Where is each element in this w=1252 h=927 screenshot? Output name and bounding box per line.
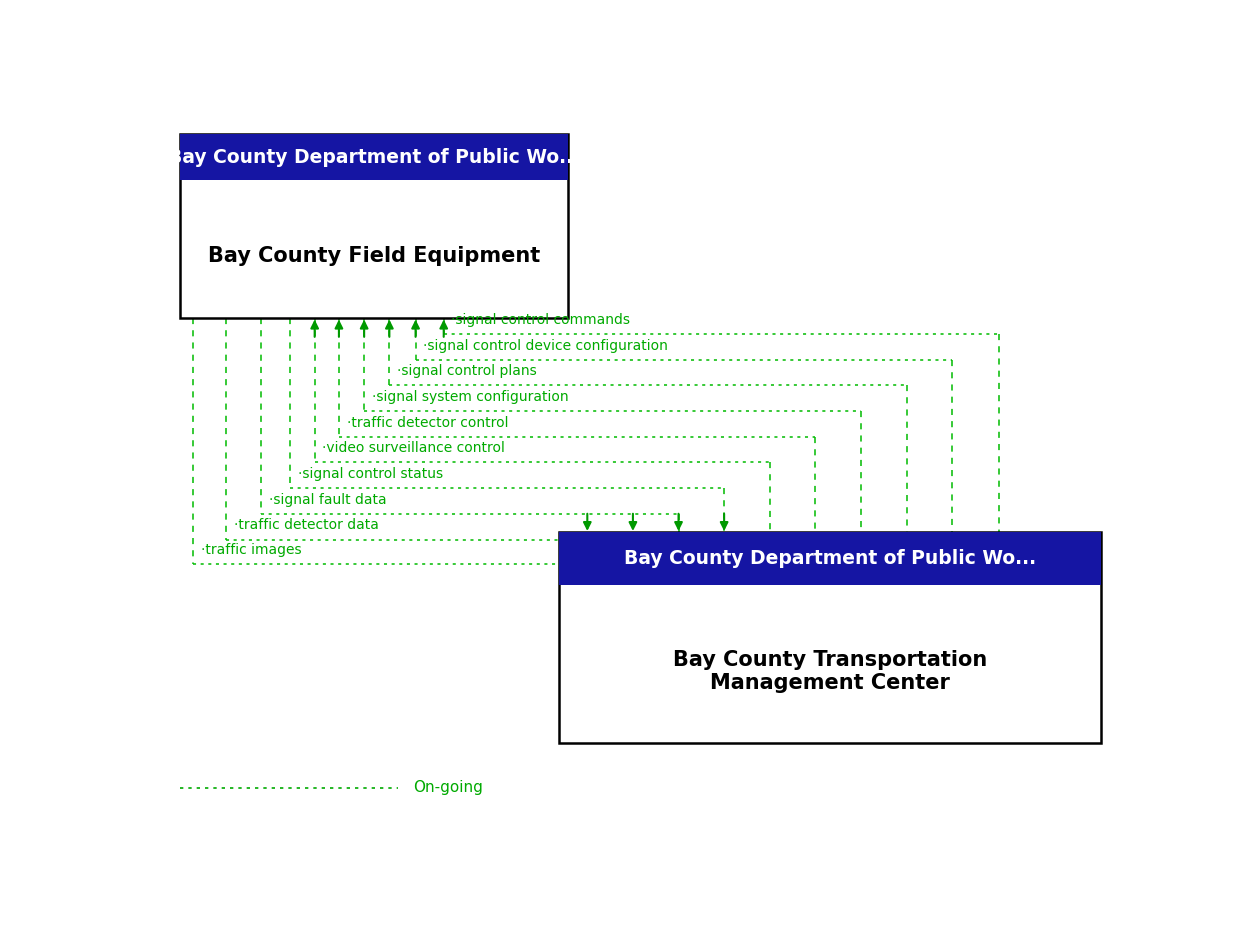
- Text: ·signal control commands: ·signal control commands: [452, 312, 631, 327]
- Text: Bay County Field Equipment: Bay County Field Equipment: [208, 246, 540, 266]
- Bar: [180, 134, 568, 318]
- Text: ·traffic detector control: ·traffic detector control: [347, 415, 508, 429]
- Text: ·traffic detector data: ·traffic detector data: [234, 518, 379, 532]
- Bar: [180, 134, 568, 180]
- Text: ·signal system configuration: ·signal system configuration: [372, 390, 568, 404]
- Text: ·traffic images: ·traffic images: [202, 543, 302, 557]
- Text: ·video surveillance control: ·video surveillance control: [323, 441, 506, 455]
- Text: ·signal control status: ·signal control status: [298, 467, 443, 481]
- Text: Bay County Transportation
Management Center: Bay County Transportation Management Cen…: [672, 650, 987, 693]
- Text: On-going: On-going: [413, 781, 482, 795]
- Text: ·signal control device configuration: ·signal control device configuration: [423, 338, 669, 352]
- Bar: [560, 532, 1101, 585]
- Bar: [560, 532, 1101, 743]
- Text: ·signal fault data: ·signal fault data: [269, 492, 387, 507]
- Text: ·signal control plans: ·signal control plans: [397, 364, 537, 378]
- Text: Bay County Department of Public Wo...: Bay County Department of Public Wo...: [168, 147, 580, 167]
- Text: Bay County Department of Public Wo...: Bay County Department of Public Wo...: [623, 549, 1035, 568]
